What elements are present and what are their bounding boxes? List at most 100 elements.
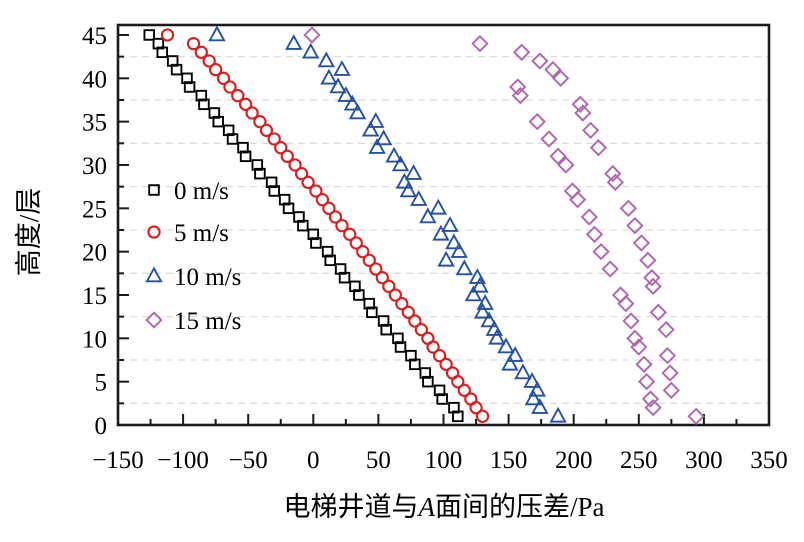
diamond-marker	[544, 60, 562, 79]
triangle-marker	[208, 25, 226, 42]
triangle-marker	[145, 266, 163, 283]
triangle-marker	[329, 77, 347, 94]
triangle-marker	[528, 380, 546, 397]
diamond-marker	[585, 225, 604, 243]
triangle-marker	[485, 320, 503, 336]
triangle-marker	[410, 190, 428, 206]
x-tick-label: 50	[366, 447, 391, 474]
diamond-marker	[549, 147, 567, 165]
square-marker	[419, 367, 432, 379]
circle-marker	[388, 288, 402, 302]
triangle-marker	[549, 406, 567, 423]
legend-label: 10 m/s	[174, 264, 241, 291]
x-tick-labels: −150 −100 −50 0 50 100 150 200 250 300 350	[92, 447, 788, 474]
triangle-marker	[488, 328, 506, 345]
square-marker	[143, 29, 155, 41]
circle-marker	[238, 97, 253, 111]
triangle-marker	[301, 42, 320, 59]
diamond-marker	[552, 69, 570, 87]
diamond-marker	[601, 260, 619, 278]
diamond-marker	[531, 52, 549, 70]
triangle-marker	[455, 259, 474, 276]
triangle-marker	[531, 398, 549, 414]
circle-marker	[315, 192, 330, 207]
series-15ms	[303, 26, 705, 425]
diamond-marker	[639, 251, 657, 269]
triangle-marker	[337, 86, 355, 102]
triangle-marker	[441, 216, 459, 232]
triangle-marker	[429, 198, 447, 215]
circle-marker	[432, 349, 447, 363]
circle-marker	[475, 409, 490, 423]
diamond-marker	[622, 312, 640, 330]
circle-marker	[194, 45, 208, 59]
legend-label: 5 m/s	[174, 220, 229, 247]
diamond-marker	[657, 321, 675, 339]
circle-marker	[382, 279, 396, 293]
square-marker	[392, 332, 404, 345]
triangle-marker	[445, 233, 463, 250]
triangle-marker	[437, 250, 455, 267]
legend-label: 15 m/s	[174, 308, 241, 335]
triangle-marker	[368, 138, 386, 154]
circle-marker	[349, 236, 363, 250]
data-series	[143, 25, 705, 425]
diamond-marker	[643, 269, 661, 287]
square-marker	[448, 401, 460, 414]
x-tick-label: −150	[92, 447, 144, 474]
diamond-marker	[592, 243, 610, 261]
triangle-marker	[501, 354, 519, 371]
diamond-marker	[528, 112, 546, 131]
circle-marker	[395, 297, 409, 311]
plot-frame	[116, 23, 771, 427]
square-marker	[148, 184, 160, 196]
circle-marker	[160, 28, 175, 42]
diamond-marker	[649, 303, 667, 321]
square-marker	[433, 384, 446, 397]
square-marker	[265, 176, 278, 189]
square-marker	[152, 37, 165, 50]
circle-marker	[253, 114, 267, 129]
square-marker	[222, 124, 235, 137]
diamond-marker	[661, 364, 679, 382]
circle-marker	[343, 227, 357, 241]
y-tick-label: 5	[95, 370, 108, 397]
diamond-marker	[637, 373, 656, 391]
diamond-marker	[509, 78, 527, 96]
circle-marker	[375, 271, 389, 285]
y-tick-label: 20	[82, 240, 107, 267]
diamond-marker	[540, 130, 558, 148]
diamond-marker	[611, 286, 630, 304]
legend-item-10ms: 10 m/s	[145, 264, 241, 291]
diamond-marker	[626, 217, 644, 235]
axis-ticks	[117, 33, 770, 426]
triangle-marker	[385, 146, 403, 163]
circle-marker	[186, 36, 201, 51]
diamond-marker	[626, 329, 644, 347]
circle-marker	[421, 331, 435, 345]
diamond-marker	[619, 199, 638, 217]
triangle-marker	[317, 51, 336, 68]
square-marker	[321, 245, 334, 258]
triangle-marker	[391, 155, 410, 172]
triangle-marker	[524, 389, 543, 406]
circle-marker	[445, 366, 460, 380]
x-tick-label: 100	[425, 447, 463, 474]
diamond-marker	[571, 95, 589, 113]
triangle-marker	[514, 363, 532, 380]
circle-marker	[439, 357, 453, 371]
y-tick-label: 10	[82, 326, 107, 353]
circle-marker	[288, 158, 302, 172]
x-tick-label: 350	[750, 447, 788, 474]
y-tick-labels: 0 5 10 15 20 25 30 35 40 45	[82, 23, 107, 440]
circle-marker	[147, 225, 161, 239]
circle-marker	[457, 383, 471, 397]
circle-marker	[401, 305, 415, 319]
legend-item-15ms: 15 m/s	[145, 308, 241, 335]
triangle-marker	[343, 94, 362, 111]
triangle-marker	[473, 302, 492, 319]
x-tick-label: 200	[555, 447, 593, 474]
triangle-marker	[367, 112, 385, 128]
triangle-marker	[361, 120, 380, 137]
